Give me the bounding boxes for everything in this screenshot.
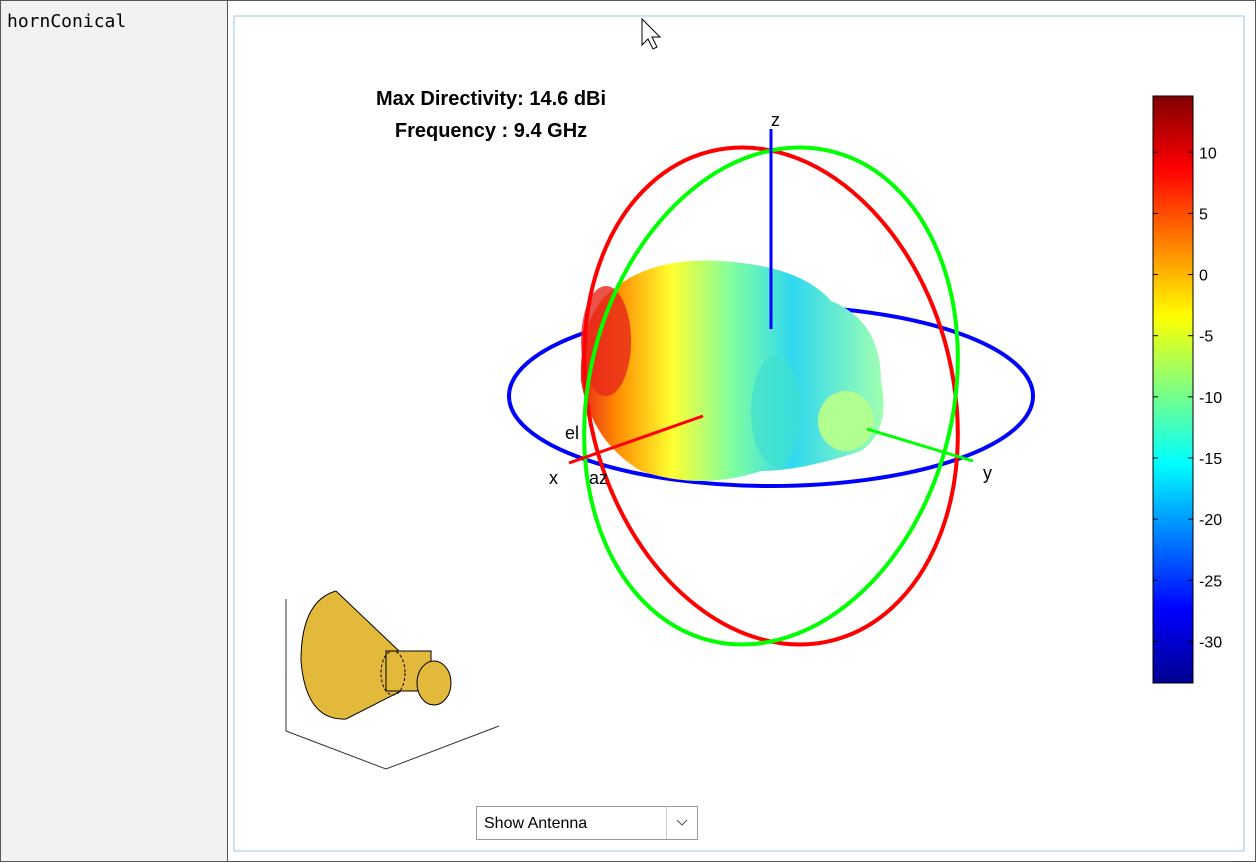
pattern-front xyxy=(581,286,631,396)
row-label-cell: hornConical xyxy=(0,0,228,862)
radiation-pattern: z x y el az Max Directivity: 14.6 dBi Fr… xyxy=(285,17,1035,770)
tick-label: -25 xyxy=(1199,573,1222,590)
cursor xyxy=(641,17,662,50)
row-label: hornConical xyxy=(7,11,127,32)
tick-label: -15 xyxy=(1199,451,1222,468)
axis-label: z xyxy=(771,110,780,130)
tick-label: -5 xyxy=(1199,329,1213,346)
pattern-tip xyxy=(818,391,874,451)
title: Max Directivity: 14.6 dBi xyxy=(376,88,606,110)
x-axis xyxy=(568,414,704,465)
y-axis xyxy=(866,427,974,463)
axis-label: el xyxy=(565,423,579,443)
axis-label: y xyxy=(983,463,992,483)
dropdown[interactable]: Show Antenna xyxy=(476,806,698,840)
tick-label: 0 xyxy=(1199,268,1208,285)
colorbar: 10 5 0 -5 -10 -15 -20 -25 -30 xyxy=(1152,95,1222,684)
antenna-icon xyxy=(285,590,500,770)
tick-label: -20 xyxy=(1199,512,1222,529)
elevation-ring xyxy=(582,145,960,647)
pattern-sidelobe xyxy=(751,356,801,466)
figure-cell: z x y el az Max Directivity: 14.6 dBi Fr… xyxy=(227,0,1256,862)
dropdown-arrow[interactable] xyxy=(666,807,697,839)
tick-label: 10 xyxy=(1199,145,1217,162)
elevation-ring xyxy=(582,145,960,647)
axis-label: az xyxy=(589,468,608,488)
title: Frequency : 9.4 GHz xyxy=(395,120,587,142)
tick-label: -30 xyxy=(1199,634,1222,651)
colorbar-gradient xyxy=(1152,95,1194,684)
figure: z x y el az Max Directivity: 14.6 dBi Fr… xyxy=(233,15,1245,852)
tick-label: 5 xyxy=(1199,206,1208,223)
tick-label: -10 xyxy=(1199,390,1222,407)
pattern-lobe xyxy=(580,260,884,481)
dropdown-value: Show Antenna xyxy=(484,815,588,832)
axis-label: x xyxy=(549,468,558,488)
